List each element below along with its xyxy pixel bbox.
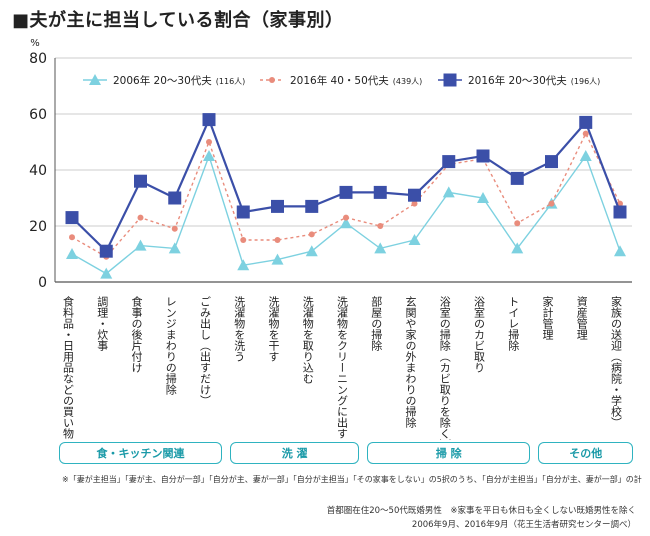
- x-category-label: 資産管理: [575, 296, 588, 340]
- data-point-circle: [582, 130, 589, 137]
- y-unit-label: %: [30, 38, 40, 49]
- x-category-label: 家計管理: [541, 295, 554, 340]
- category-group-box: 掃 除: [367, 442, 531, 464]
- x-category-label: トイレ掃除: [507, 296, 520, 351]
- data-point-triangle: [408, 234, 421, 245]
- data-point-triangle: [134, 239, 147, 251]
- line-chart: 0 20 40 60 80% 食料品・日用品などの買い物 調理・炊事 食事の後片付け レンジまわ…: [29, 38, 632, 440]
- data-point-circle: [411, 200, 418, 207]
- data-point-square: [168, 191, 182, 205]
- footnote: ※「妻が主担当」「妻が主、自分が一部」「自分が主、妻が一部」「自分が主担当」「そ…: [62, 475, 642, 484]
- x-category-label: 食料品・日用品などの買い物: [62, 295, 75, 439]
- data-point-square: [442, 155, 456, 169]
- x-category-label: レンジまわりの掃除: [164, 296, 177, 395]
- data-point-square: [271, 199, 284, 213]
- legend-marker-triangle: [89, 74, 101, 85]
- x-category-label: 洗濯物を洗う: [233, 296, 246, 362]
- data-point-square: [65, 211, 79, 225]
- data-point-square: [373, 185, 387, 199]
- data-point-triangle: [442, 186, 455, 198]
- series-line: [71, 116, 622, 254]
- data-point-triangle: [305, 245, 318, 257]
- x-category-label: 家族の送迎（病院・学校）: [610, 295, 623, 428]
- category-group-box: 洗 濯: [230, 442, 360, 464]
- x-category-label: 食事の後片付け: [130, 295, 143, 373]
- data-point-triangle: [203, 150, 215, 161]
- data-point-circle: [171, 225, 178, 232]
- category-group-box: その他: [538, 442, 634, 464]
- data-point-square: [613, 205, 627, 219]
- y-tick-label: 60: [29, 107, 47, 123]
- x-category-label: ごみ出し（出すだけ）: [199, 296, 212, 406]
- x-category-label: 部屋の掃除: [370, 295, 383, 351]
- series-line: [71, 132, 621, 258]
- data-point-square: [305, 199, 319, 213]
- legend-label: 2006年 20〜30代夫 (116人): [113, 74, 245, 87]
- data-point-circle: [137, 214, 144, 221]
- data-point-circle: [206, 139, 212, 145]
- y-tick-label: 20: [29, 219, 47, 235]
- legend-count: (196人): [571, 77, 601, 86]
- legend-count: (116人): [216, 77, 246, 86]
- source-line-1: 首都圏在住20〜50代既婚男性 ※家事を平日も休日も全くしない既婚男性を除く: [326, 506, 636, 516]
- data-point-triangle: [100, 267, 113, 279]
- data-point-square: [134, 174, 147, 188]
- data-point-circle: [69, 234, 75, 241]
- chart-title: ■夫が主に担当している割合（家事別）: [12, 10, 344, 31]
- data-point-square: [99, 244, 113, 258]
- x-category-label: 洗濯物を取り込む: [301, 296, 314, 384]
- category-group-box: 食・キッチン関連: [58, 442, 223, 464]
- data-point-square: [202, 113, 216, 127]
- data-point-square: [579, 115, 593, 129]
- data-point-square: [545, 155, 558, 169]
- x-category-label: 洗濯物をクリーニングに出す: [336, 296, 349, 439]
- y-tick-label: 0: [38, 275, 47, 291]
- data-point-circle: [240, 237, 247, 243]
- x-category-label: 浴室の掃除（カビ取りを除く）: [438, 296, 451, 440]
- x-category-label: 玄関や家の外まわりの掃除: [404, 295, 417, 428]
- data-point-triangle: [340, 217, 352, 229]
- data-point-triangle: [271, 253, 284, 265]
- legend-count: (439人): [393, 77, 423, 86]
- data-point-circle: [308, 231, 315, 238]
- data-point-square: [510, 171, 524, 185]
- data-point-triangle: [374, 242, 387, 254]
- source-line-2: 2006年9月、2016年9月（花王生活者研究センター調べ）: [411, 520, 636, 530]
- x-category-label: 調理・炊事: [96, 295, 109, 351]
- data-point-triangle: [66, 248, 78, 259]
- data-point-circle: [548, 200, 555, 207]
- legend-marker-square: [443, 73, 457, 87]
- data-point-square: [476, 149, 490, 163]
- data-point-square: [339, 185, 353, 199]
- data-point-triangle: [511, 242, 524, 254]
- data-point-circle: [377, 223, 384, 229]
- data-point-circle: [343, 214, 349, 221]
- data-point-circle: [274, 237, 281, 243]
- data-point-triangle: [614, 245, 626, 257]
- data-point-circle: [514, 220, 521, 227]
- x-category-label: 浴室のカビ取り: [473, 296, 486, 373]
- legend-marker-circle: [269, 77, 275, 83]
- data-point-triangle: [168, 242, 181, 254]
- y-tick-label: 40: [29, 163, 47, 179]
- data-point-triangle: [579, 150, 592, 161]
- x-category-label: 洗濯物を干す: [267, 296, 280, 362]
- y-tick-label: 80: [29, 51, 47, 67]
- data-point-square: [236, 205, 250, 219]
- legend-label: 2016年 40・50代夫 (439人): [290, 74, 422, 87]
- data-point-triangle: [237, 259, 250, 271]
- data-point-triangle: [477, 192, 489, 203]
- data-point-square: [408, 188, 421, 202]
- legend-label: 2016年 20〜30代夫 (196人): [468, 74, 600, 87]
